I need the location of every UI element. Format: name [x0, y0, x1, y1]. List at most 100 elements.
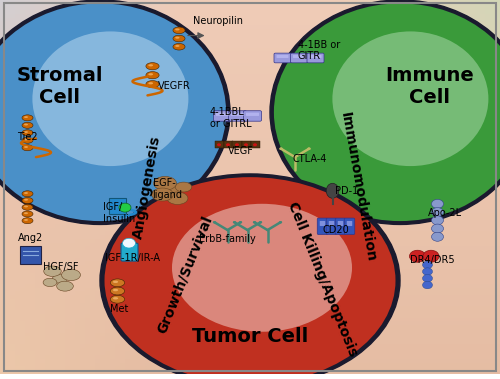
Ellipse shape	[24, 139, 28, 141]
Circle shape	[122, 238, 136, 248]
Ellipse shape	[167, 192, 188, 205]
FancyBboxPatch shape	[214, 141, 224, 148]
FancyBboxPatch shape	[347, 221, 352, 226]
Circle shape	[239, 221, 242, 224]
Circle shape	[410, 250, 426, 262]
FancyBboxPatch shape	[244, 111, 262, 121]
FancyBboxPatch shape	[290, 53, 308, 63]
Circle shape	[253, 143, 257, 146]
FancyBboxPatch shape	[320, 221, 326, 226]
Ellipse shape	[152, 188, 174, 201]
Circle shape	[259, 221, 262, 224]
Ellipse shape	[24, 124, 28, 125]
Circle shape	[279, 221, 282, 224]
Ellipse shape	[22, 137, 33, 143]
FancyBboxPatch shape	[338, 221, 344, 226]
Circle shape	[432, 224, 444, 233]
Text: Stromal
Cell: Stromal Cell	[17, 66, 104, 106]
Text: EGF-
ligand: EGF- ligand	[152, 178, 182, 200]
FancyBboxPatch shape	[326, 218, 337, 235]
Ellipse shape	[22, 130, 33, 136]
Ellipse shape	[110, 295, 124, 303]
Text: 4-1BB or
GITR: 4-1BB or GITR	[298, 40, 340, 61]
Ellipse shape	[146, 72, 159, 79]
Ellipse shape	[113, 297, 118, 299]
Text: Immunomodulation: Immunomodulation	[338, 111, 378, 263]
FancyBboxPatch shape	[250, 141, 260, 148]
Ellipse shape	[164, 186, 181, 196]
Ellipse shape	[22, 122, 33, 128]
Circle shape	[217, 143, 221, 146]
Text: CD20: CD20	[322, 225, 349, 235]
FancyBboxPatch shape	[228, 111, 246, 121]
Ellipse shape	[22, 204, 33, 210]
FancyBboxPatch shape	[276, 55, 288, 58]
FancyBboxPatch shape	[310, 55, 322, 58]
FancyBboxPatch shape	[231, 113, 244, 116]
Ellipse shape	[146, 81, 159, 88]
Ellipse shape	[173, 44, 185, 50]
Circle shape	[432, 208, 444, 216]
Ellipse shape	[22, 218, 33, 224]
Text: ErbB-family: ErbB-family	[199, 234, 256, 244]
Ellipse shape	[274, 3, 500, 221]
Text: 4-1BBL
or GITRL: 4-1BBL or GITRL	[210, 107, 252, 128]
Ellipse shape	[110, 279, 124, 287]
Circle shape	[432, 199, 444, 208]
Ellipse shape	[24, 199, 28, 201]
Text: DR4/DR5: DR4/DR5	[410, 255, 455, 265]
Ellipse shape	[0, 0, 230, 224]
Ellipse shape	[100, 174, 400, 379]
Ellipse shape	[148, 73, 153, 75]
FancyBboxPatch shape	[318, 218, 328, 235]
Circle shape	[279, 147, 283, 150]
Ellipse shape	[176, 182, 192, 192]
Circle shape	[244, 143, 248, 146]
Circle shape	[422, 281, 432, 289]
Ellipse shape	[22, 115, 33, 121]
Text: VEGF: VEGF	[228, 147, 254, 157]
FancyBboxPatch shape	[20, 246, 41, 265]
Ellipse shape	[173, 27, 185, 34]
FancyBboxPatch shape	[336, 218, 346, 235]
Ellipse shape	[24, 219, 28, 221]
Text: IGF/
Insulin: IGF/ Insulin	[102, 202, 135, 224]
Text: Apo-2L: Apo-2L	[428, 208, 462, 218]
Text: Tie2: Tie2	[18, 132, 38, 141]
Ellipse shape	[175, 28, 180, 30]
FancyBboxPatch shape	[121, 243, 138, 261]
Text: Immune
Cell: Immune Cell	[386, 66, 474, 106]
Circle shape	[213, 221, 216, 224]
Ellipse shape	[24, 205, 28, 207]
Circle shape	[422, 268, 432, 275]
Circle shape	[423, 250, 439, 262]
Text: IGF-1R/IR-A: IGF-1R/IR-A	[105, 253, 160, 263]
FancyBboxPatch shape	[232, 141, 241, 148]
Text: Met: Met	[110, 304, 128, 313]
Ellipse shape	[44, 266, 61, 276]
FancyBboxPatch shape	[307, 53, 324, 63]
Ellipse shape	[52, 274, 68, 283]
Ellipse shape	[110, 287, 124, 295]
Ellipse shape	[22, 211, 33, 217]
Ellipse shape	[24, 131, 28, 133]
FancyBboxPatch shape	[109, 197, 126, 214]
Ellipse shape	[24, 192, 28, 194]
Circle shape	[226, 143, 230, 146]
Ellipse shape	[173, 35, 185, 42]
Ellipse shape	[154, 177, 176, 190]
Text: VEGFR: VEGFR	[158, 81, 190, 91]
Text: Angiogenesis: Angiogenesis	[132, 134, 164, 240]
FancyBboxPatch shape	[293, 55, 305, 58]
FancyBboxPatch shape	[224, 141, 232, 148]
Ellipse shape	[56, 281, 74, 291]
FancyBboxPatch shape	[274, 53, 291, 63]
Circle shape	[422, 261, 432, 269]
Ellipse shape	[175, 45, 180, 47]
Text: Neuropilin: Neuropilin	[192, 16, 242, 25]
Ellipse shape	[43, 278, 57, 287]
FancyBboxPatch shape	[329, 221, 334, 226]
Ellipse shape	[24, 146, 28, 148]
Ellipse shape	[148, 64, 153, 66]
Ellipse shape	[175, 37, 180, 39]
